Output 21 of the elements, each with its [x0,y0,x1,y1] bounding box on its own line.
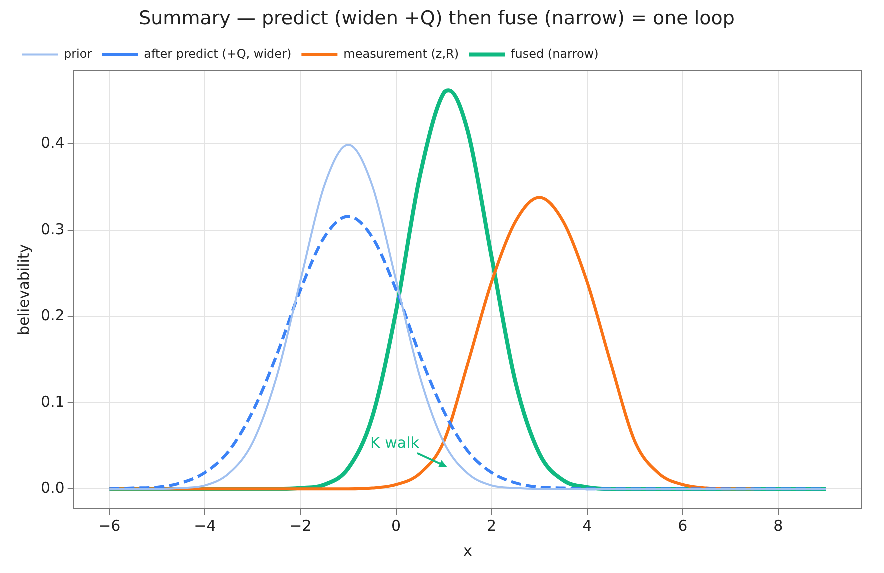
y-tick-label: 0.0 [40,479,65,498]
x-tick-label: 0 [392,516,402,535]
legend-label: measurement (z,R) [344,46,460,61]
x-tick-label: −2 [290,516,312,535]
y-tick-label: 0.3 [40,220,65,238]
y-tick-label: 0.4 [40,134,65,152]
y-axis-title: believability [14,244,33,336]
legend-label: prior [64,46,92,61]
x-tick-label: 2 [487,516,497,535]
x-tick-label: 8 [774,516,784,535]
x-tick-label: −6 [98,516,121,535]
x-tick-label: 4 [582,516,592,535]
annotation: K walk [370,434,420,452]
x-tick-label: −4 [194,516,216,535]
x-axis-title: x [463,542,472,560]
chart-title: Summary — predict (widen +Q) then fuse (narrow) = one loop [139,7,735,30]
legend-label: after predict (+Q, wider) [144,46,292,61]
x-tick-label: 6 [678,516,688,535]
y-tick-label: 0.2 [40,306,65,325]
y-tick-label: 0.1 [40,392,65,411]
legend-label: fused (narrow) [511,46,599,61]
